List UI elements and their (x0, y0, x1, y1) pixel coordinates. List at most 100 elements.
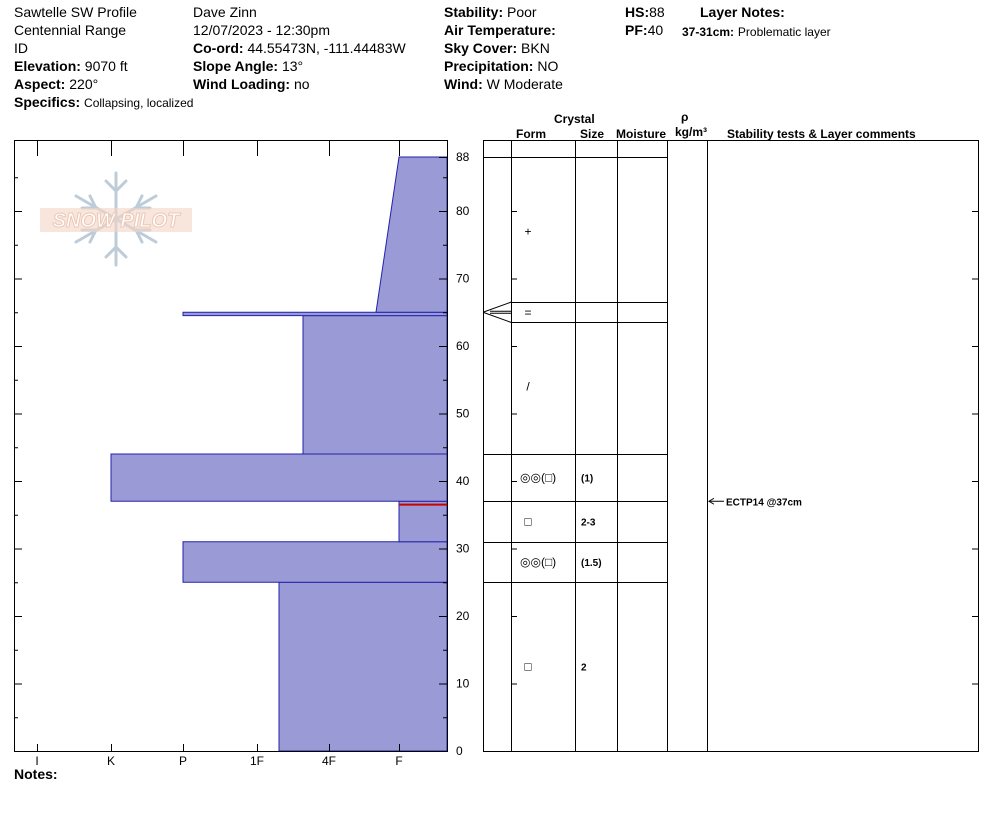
snowflake-icon (74, 171, 158, 267)
depth-tick-label: 88 (456, 150, 470, 164)
hardness-layer-bar (278, 581, 448, 752)
precipitation: Precipitation: NO (444, 58, 558, 74)
slope-value: 13° (281, 58, 304, 74)
depth-axis: 0 10 20 30 40 50 60 70 80 88 (14, 150, 470, 758)
hardness-tick-label: 1F (250, 754, 264, 768)
specifics-label: Specifics: (14, 94, 81, 110)
specifics-value: Collapsing, localized (84, 96, 194, 110)
air-temp-label: Air Temperature: (444, 22, 556, 38)
pf-value: 40 (647, 22, 664, 38)
hardness-layer-bar (110, 453, 448, 502)
wind-value: W Moderate (486, 76, 563, 92)
coordinates: Co-ord: 44.55473N, -111.44483W (193, 40, 406, 56)
hardness-axis: I K P 1F 4F F (35, 744, 403, 768)
slope-label: Slope Angle: (193, 58, 279, 74)
layers-frame (483, 140, 979, 752)
depth-tick-label: 10 (456, 677, 470, 691)
right-panel-ticks (511, 211, 978, 685)
state: ID (14, 40, 28, 56)
depth-tick-label: 50 (456, 407, 470, 421)
crystal-size: (1) (581, 474, 593, 485)
crystal-header: Crystal (554, 112, 595, 126)
hs-value: 88 (649, 4, 665, 20)
crystal-size: (1.5) (581, 558, 602, 569)
depth-tick-label: 20 (456, 609, 470, 623)
stability-value: Poor (507, 4, 537, 20)
depth-tick-label: 0 (456, 744, 463, 758)
penetration: PF:40 (625, 22, 663, 38)
wind-loading-label: Wind Loading: (193, 76, 291, 92)
crystal-form: □ (524, 660, 531, 674)
logo-text: SNOW PILOT (53, 210, 181, 232)
test-arrow-head (708, 497, 715, 505)
pf-label: PF: (625, 22, 648, 38)
crystal-form: + (524, 224, 531, 238)
notes-label: Notes: (14, 766, 58, 782)
crystal-column: + = / ◎◎(□) (1) □ 2-3 ◎◎(□) (1.5) □ 2 (520, 224, 602, 673)
layer-connector (482, 301, 512, 313)
layer-note-text: Problematic layer (737, 25, 831, 39)
layer-boundaries (482, 157, 667, 583)
stability-test-label: ECTP14 @37cm (726, 497, 802, 508)
hardness-layer-bar (302, 315, 448, 455)
depth-tick-label: 80 (456, 204, 470, 218)
air-temperature: Air Temperature: (444, 22, 556, 38)
layer-connector (482, 311, 512, 323)
size-header: Size (580, 127, 605, 141)
crystal-form: / (526, 380, 530, 394)
hardness-tick-label: 4F (322, 754, 336, 768)
hardness-layer-bar (375, 156, 448, 313)
depth-tick-label: 30 (456, 542, 470, 556)
stability-label: Stability: (444, 4, 504, 20)
crystal-form: □ (524, 515, 531, 529)
layer-note-range: 37-31cm: (682, 25, 735, 39)
sky-label: Sky Cover: (444, 40, 518, 56)
coord-label: Co-ord: (193, 40, 244, 56)
column-dividers (511, 140, 708, 751)
wind: Wind: W Moderate (444, 76, 563, 92)
elevation-label: Elevation: (14, 58, 81, 74)
moisture-header: Moisture (616, 127, 667, 141)
crystal-form: ◎◎(□) (520, 555, 556, 569)
hardness-tick-label: P (179, 754, 187, 768)
aspect-value: 220° (69, 76, 99, 92)
form-header: Form (516, 127, 546, 141)
hardness-layer-bar (398, 500, 448, 543)
density-unit: kg/m³ (675, 125, 708, 139)
slope-angle: Slope Angle: 13° (193, 58, 303, 74)
elevation-value: 9070 ft (84, 58, 128, 74)
density-symbol: ρ (681, 110, 689, 124)
crystal-size: 2 (581, 663, 587, 674)
location-name: Sawtelle SW Profile (14, 4, 137, 20)
observer: Dave Zinn (193, 4, 257, 20)
hardness-layer-bar (182, 541, 448, 583)
sky-value: BKN (521, 40, 550, 56)
aspect-label: Aspect: (14, 76, 66, 92)
depth-tick-label: 40 (456, 474, 470, 488)
aspect: Aspect: 220° (14, 76, 98, 92)
hardness-layer-bar (182, 311, 448, 317)
depth-tick-label: 60 (456, 339, 470, 353)
hardness-tick-label: K (107, 754, 115, 768)
mountain-range: Centennial Range (14, 22, 127, 38)
wind-label: Wind: (444, 76, 483, 92)
crystal-size: 2-3 (581, 518, 596, 529)
layer-notes-label: Layer Notes: (700, 4, 785, 20)
precip-label: Precipitation: (444, 58, 534, 74)
wind-loading: Wind Loading: no (193, 76, 310, 92)
hardness-profile (110, 156, 448, 752)
total-depth: HS:88 (625, 4, 665, 20)
specifics: Specifics: Collapsing, localized (14, 94, 193, 111)
hardness-top-ticks (37, 140, 400, 156)
crystal-form: = (524, 305, 531, 319)
crystal-form: ◎◎(□) (520, 471, 556, 485)
stability: Stability: Poor (444, 4, 537, 20)
sky-cover: Sky Cover: BKN (444, 40, 550, 56)
precip-value: NO (537, 58, 559, 74)
hardness-tick-label: F (395, 754, 402, 768)
snowpilot-logo: SNOW PILOT (40, 171, 192, 267)
hs-label: HS: (625, 4, 650, 20)
stability-tests: ECTP14 @37cm (708, 497, 802, 508)
hardness-frame (14, 140, 448, 752)
